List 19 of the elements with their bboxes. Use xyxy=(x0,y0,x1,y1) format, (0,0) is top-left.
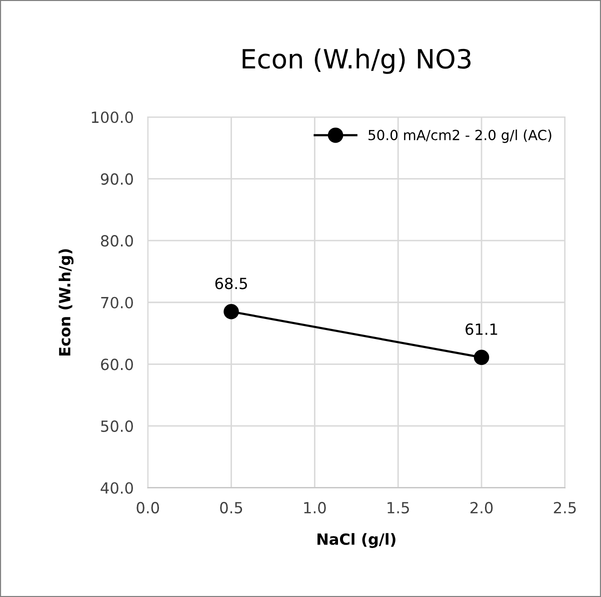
x-tick-label: 2.5 xyxy=(554,502,576,514)
y-tick-label: 70.0 xyxy=(101,296,133,308)
y-tick-label: 60.0 xyxy=(101,358,133,370)
y-tick-label: 80.0 xyxy=(100,235,133,247)
y-tick-label: 100.0 xyxy=(92,111,133,124)
x-tick-label: 0.5 xyxy=(220,502,242,514)
data-label: 68.5 xyxy=(215,278,247,290)
x-axis-title: NaCl (g/l) xyxy=(318,533,396,548)
data-label: 61.1 xyxy=(466,323,498,335)
y-axis-title: Econ (W.h/g) xyxy=(58,249,74,356)
legend-label: 50.0 mA/cm2 - 2.0 g/l (AC) xyxy=(368,130,552,143)
y-tick-label: 40.0 xyxy=(100,482,133,494)
x-tick-label: 2.0 xyxy=(470,502,493,514)
y-tick-label: 90.0 xyxy=(100,173,133,185)
x-tick-label: 1.5 xyxy=(388,502,409,514)
x-tick-label: 0.0 xyxy=(136,502,159,514)
x-tick-label: 1.0 xyxy=(304,502,326,514)
chart-title: Econ (W.h/g) NO3 xyxy=(242,48,471,74)
y-tick-label: 50.0 xyxy=(101,420,133,432)
